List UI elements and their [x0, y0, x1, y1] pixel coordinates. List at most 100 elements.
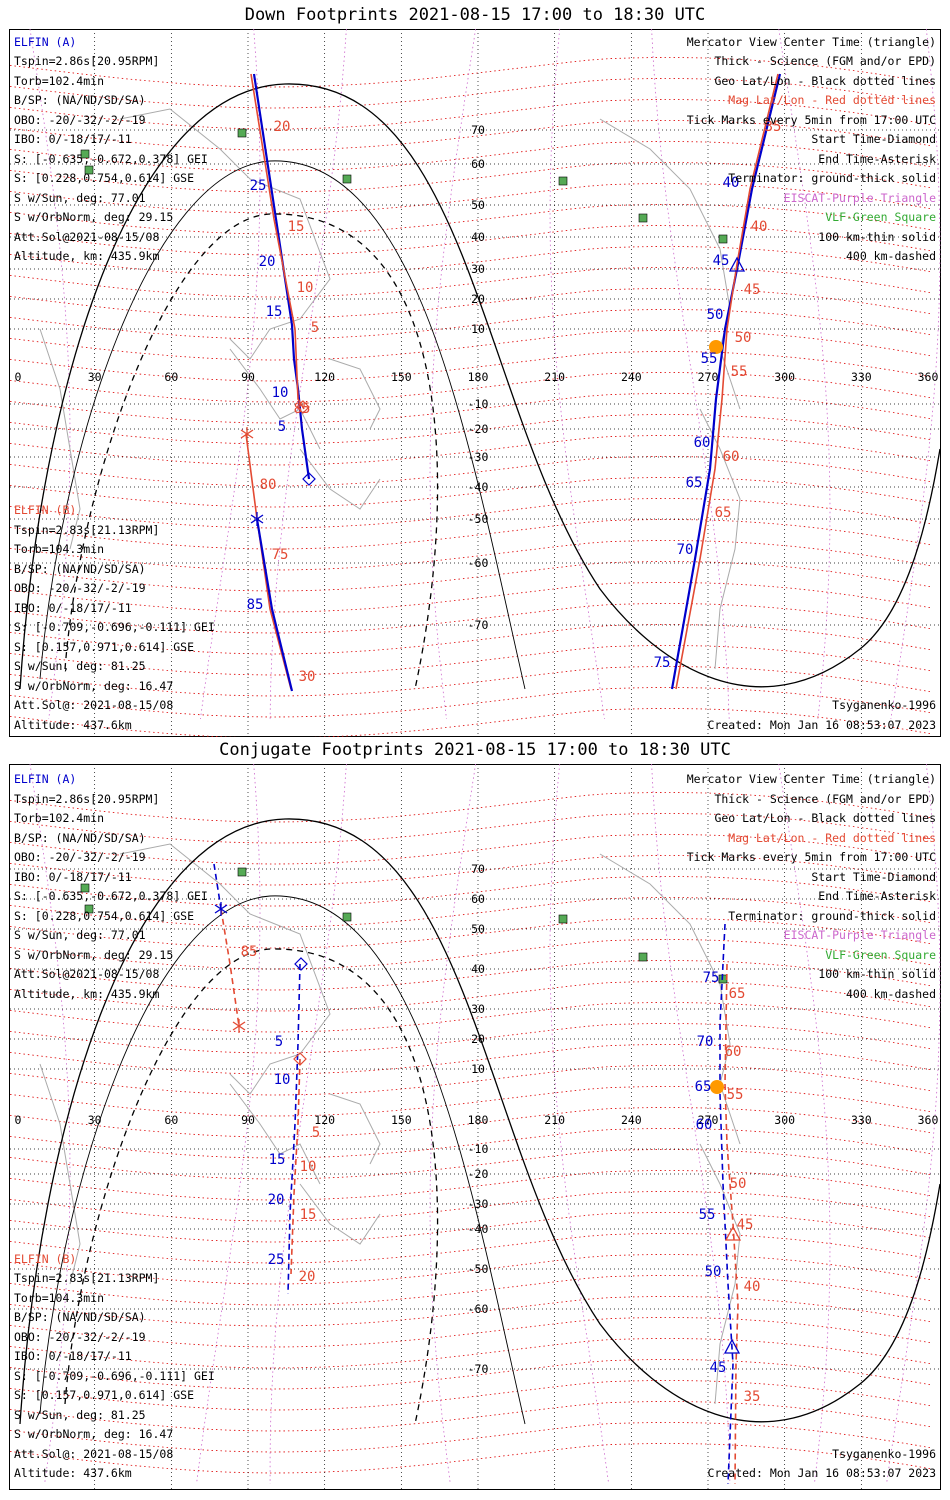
mag-lat-line [9, 1254, 931, 1285]
terminator-400km [64, 948, 439, 1425]
vlf-green-square [237, 867, 247, 877]
mag-lat-line [9, 498, 931, 529]
mag-lon-line [196, 764, 261, 1485]
mag-lat-line [9, 960, 931, 991]
lon-tick-label: 150 [391, 370, 412, 384]
mag-lat-line [9, 393, 931, 424]
lat-tick-label: -20 [468, 422, 489, 436]
track-time-label-b: 20 [274, 119, 291, 135]
track-time-label-b: 10 [300, 1159, 317, 1175]
lat-tick-label: 60 [471, 157, 485, 171]
mag-lat-line [9, 414, 931, 445]
mag-lat-line [9, 78, 931, 109]
lon-tick-label: 30 [88, 1113, 102, 1127]
lat-tick-label: -70 [468, 618, 489, 632]
legend-end-time: End Time-Asterisk [818, 152, 936, 166]
lat-tick-label: -20 [468, 1167, 489, 1181]
lon-tick-label: 210 [544, 1113, 565, 1127]
mag-lon-line [549, 764, 610, 1485]
mag-lon-line [429, 29, 476, 720]
lon-tick-label: 30 [88, 370, 102, 384]
mag-lat-line [9, 645, 931, 676]
vlf-green-square [342, 174, 352, 184]
coastline [229, 348, 321, 450]
elfin-b-obo: OBO: -20/-32/-2/-19 [14, 581, 146, 595]
legend-terminator: Terminator: ground-thick solid [728, 909, 936, 923]
track-time-label-a: 15 [266, 304, 283, 320]
vlf-green-square [84, 165, 94, 175]
track-time-label-a: 25 [250, 178, 267, 194]
lat-tick-label: -60 [468, 1302, 489, 1316]
elfin-b-track-west-2 [290, 1058, 301, 1275]
vlf-green-square [558, 176, 568, 186]
elfin-b-attitude-sol: Att.Sol@: 2021-08-15/08 [14, 698, 174, 712]
mag-lat-line [9, 1275, 931, 1306]
lon-tick-label: 90 [241, 370, 255, 384]
mag-lat-line [9, 456, 931, 487]
elfin-a-track-west-2 [287, 963, 301, 1295]
lat-tick-label: 20 [471, 1032, 485, 1046]
track-time-label-a: 55 [699, 1207, 716, 1223]
legend-start-time: Start Time-Diamond [811, 132, 936, 146]
coastline [229, 1083, 321, 1185]
lat-tick-label: -40 [468, 1222, 489, 1236]
legend-100km: 100 km-thin solid [818, 230, 936, 244]
track-time-label-b: 55 [727, 1087, 744, 1103]
track-time-label-a: 20 [259, 254, 276, 270]
terminator-400km [64, 213, 439, 690]
terminator-100km [39, 160, 526, 690]
start-time-diamond [296, 400, 310, 414]
elfin-a-gse: S: [0.228,0.754,0.614] GSE [14, 909, 195, 923]
lat-tick-label: -30 [468, 450, 489, 464]
start-time-diamond [294, 957, 308, 971]
legend-end-time: End Time-Asterisk [818, 889, 936, 903]
elfin-b-track-east [675, 73, 779, 690]
elfin-a-tspin: Tspin=2.86s[20.95RPM] [14, 792, 160, 806]
track-time-label-b: 65 [729, 986, 746, 1002]
track-time-label-a: 65 [686, 475, 703, 491]
mag-lat-line [9, 1002, 931, 1033]
elfin-b-altitude: Altitude: 437.6km [14, 718, 132, 732]
mag-lon-line [886, 764, 941, 1485]
track-time-label-b: 20 [299, 1269, 316, 1285]
lon-tick-label: 210 [544, 370, 565, 384]
mag-lon-line [890, 29, 941, 720]
lat-tick-label: -70 [468, 1362, 489, 1376]
elfin-b-ibo: IBO: 0/-18/17/-11 [14, 601, 132, 615]
mag-lat-line [9, 1296, 931, 1327]
mag-lat-line [9, 204, 931, 235]
track-time-label-a: 20 [268, 1192, 285, 1208]
legend-start-time: Start Time-Diamond [811, 870, 936, 884]
legend-terminator: Terminator: ground-thick solid [728, 171, 936, 185]
coastline [329, 358, 381, 430]
legend-geo-grid: Geo Lat/Lon - Black dotted lines [714, 74, 936, 88]
end-time-asterisk [214, 902, 228, 916]
mag-lat-line [9, 225, 931, 256]
vlf-green-square [84, 904, 94, 914]
mag-lon-line [778, 764, 831, 1485]
track-time-label-a: 10 [272, 385, 289, 401]
elfin-b-gse: S: [0.157,0.971,0.614] GSE [14, 640, 195, 654]
elfin-a-track-west-2 [255, 518, 294, 692]
track-time-label-a: 45 [713, 253, 730, 269]
elfin-a-orbnorm-angle: S w/OrbNorm, deg: 29.15 [14, 948, 174, 962]
lon-tick-label: 360 [918, 1113, 939, 1127]
elfin-a-attitude-sol: Att.Sol@2021-08-15/08 [14, 967, 160, 981]
track-time-label-b: 40 [751, 219, 768, 235]
mag-lat-line [9, 1422, 931, 1453]
elfin-a-gei: S: [-0.635,-0.672,0.378] GEI [14, 889, 208, 903]
elfin-a-track-east [670, 73, 782, 690]
mag-lat-line [9, 1380, 931, 1411]
elfin-b-attitude-sol: Att.Sol@: 2021-08-15/08 [14, 1447, 174, 1461]
mag-lat-line [9, 981, 931, 1012]
mag-lat-line [9, 792, 931, 823]
map-frame [9, 29, 941, 737]
lat-tick-label: 50 [471, 922, 485, 936]
vlf-green-square [558, 914, 568, 924]
lat-tick-label: 10 [471, 322, 485, 336]
legend-geo-grid: Geo Lat/Lon - Black dotted lines [714, 811, 936, 825]
created-timestamp: Created: Mon Jan 16 08:53:07 2023 [707, 718, 936, 732]
track-time-label-b: 10 [297, 280, 314, 296]
elfin-a-ibo: IBO: 0/-18/17/-11 [14, 870, 132, 884]
track-time-label-b: 5 [311, 320, 319, 336]
